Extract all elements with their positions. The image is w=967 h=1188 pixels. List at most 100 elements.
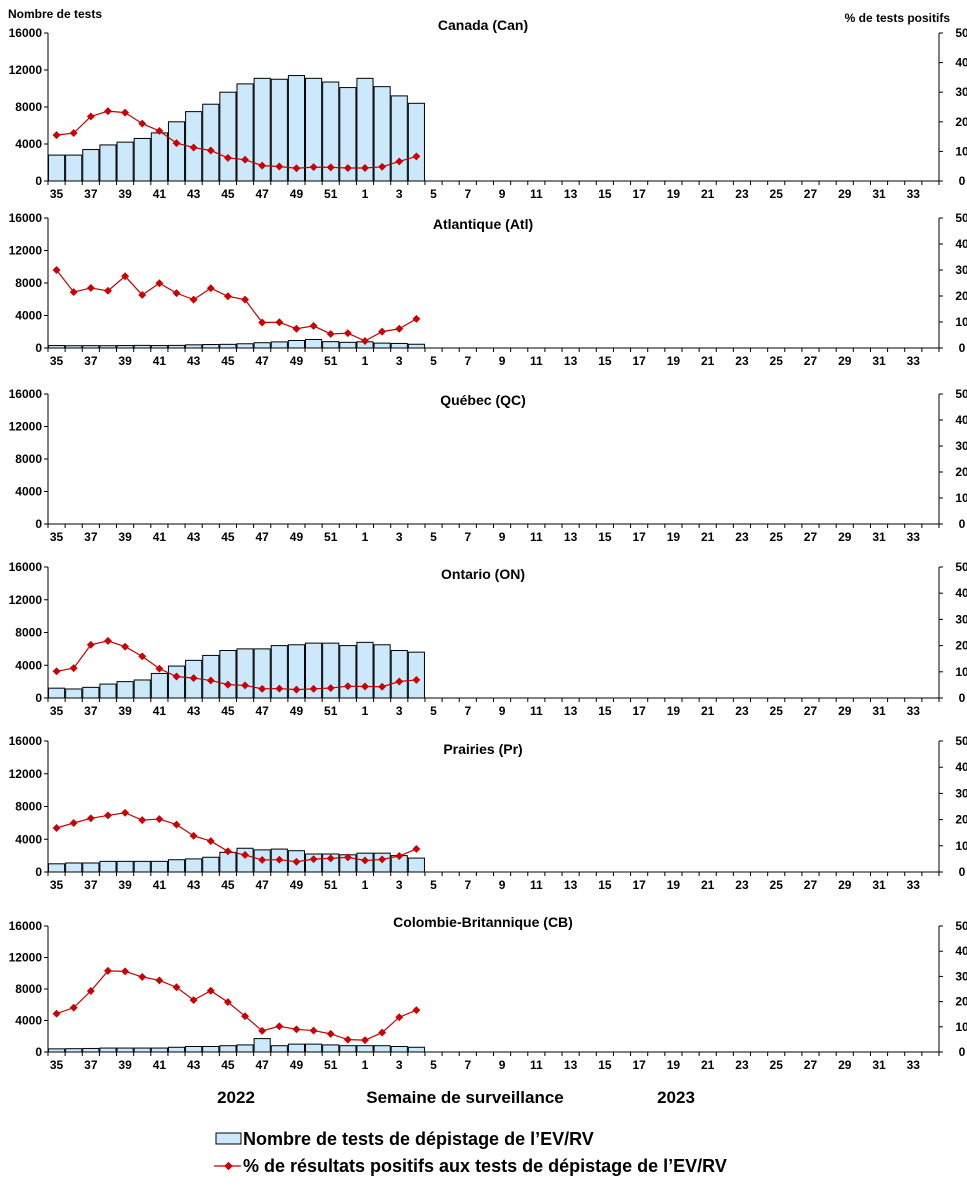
positivity-point — [326, 854, 335, 863]
right-tick-label: 20 — [955, 995, 967, 1009]
panel-title: Prairies (Pr) — [443, 741, 522, 757]
x-tick-label: 7 — [464, 704, 471, 718]
bar — [287, 1043, 306, 1053]
bar — [99, 860, 117, 873]
left-tick-label: 4000 — [15, 832, 42, 846]
right-tick-label: 40 — [955, 413, 967, 427]
right-axis-title: % de tests positifs — [845, 11, 951, 25]
bar — [356, 1045, 374, 1053]
bar — [219, 650, 237, 699]
bar — [167, 121, 186, 182]
x-tick-label: 9 — [499, 878, 506, 892]
left-tick-label: 4000 — [15, 137, 42, 151]
bar — [65, 154, 83, 182]
bar — [219, 91, 237, 182]
left-tick-label: 0 — [35, 517, 42, 531]
positivity-point — [52, 667, 61, 676]
panel-title: Québec (QC) — [440, 392, 526, 408]
positivity-point — [121, 108, 130, 117]
x-tick-label: 21 — [701, 187, 715, 201]
x-tick-label: 11 — [530, 878, 543, 892]
x-tick-label: 25 — [770, 704, 784, 718]
x-tick-label: 41 — [153, 1058, 167, 1072]
panel-3: Ontario (ON) 0 4000 8000 12000 16000 0 10 20 30 40… — [9, 560, 967, 718]
right-tick-label: 30 — [955, 612, 967, 626]
positivity-point — [326, 163, 335, 172]
x-tick-label: 1 — [362, 530, 369, 544]
x-tick-label: 27 — [804, 1058, 818, 1072]
bar — [219, 851, 237, 873]
x-tick-label: 33 — [907, 878, 921, 892]
positivity-point — [258, 684, 267, 693]
right-tick-label: 50 — [955, 734, 967, 748]
bar — [48, 863, 66, 873]
positivity-point — [138, 652, 147, 661]
positivity-point — [138, 816, 147, 825]
panel-2: Québec (QC) 0 4000 8000 12000 16000 0 10 20 30 40 5… — [9, 387, 967, 544]
positivity-point — [189, 143, 198, 152]
x-tick-label: 33 — [907, 530, 921, 544]
bar — [185, 1045, 203, 1053]
x-tick-label: 47 — [256, 704, 270, 718]
x-tick-label: 37 — [84, 530, 98, 544]
x-tick-label: 29 — [838, 354, 852, 368]
bar — [185, 858, 203, 873]
left-tick-label: 12000 — [9, 244, 43, 258]
positivity-point — [189, 996, 198, 1005]
positivity-point — [361, 337, 369, 345]
bar — [133, 860, 151, 873]
x-tick-label: 39 — [118, 530, 132, 544]
left-tick-label: 12000 — [9, 951, 43, 965]
bar — [236, 343, 254, 349]
x-tick-label: 45 — [221, 704, 235, 718]
positivity-point — [69, 1003, 78, 1012]
x-tick-label: 43 — [187, 1058, 201, 1072]
positivity-point — [69, 819, 78, 827]
x-tick-label: 11 — [530, 354, 543, 368]
left-tick-label: 4000 — [15, 1014, 42, 1028]
right-tick-label: 0 — [959, 1045, 966, 1059]
bar — [167, 1046, 186, 1053]
bar — [150, 1047, 168, 1053]
bar — [305, 1043, 323, 1053]
bar — [48, 687, 66, 699]
panel-title: Canada (Can) — [438, 17, 528, 33]
bar — [116, 860, 134, 873]
right-tick-label: 0 — [959, 517, 966, 531]
x-tick-label: 19 — [667, 1058, 681, 1072]
x-tick-label: 39 — [118, 878, 132, 892]
x-tick-label: 43 — [187, 704, 201, 718]
x-tick-label: 23 — [735, 704, 749, 718]
right-tick-label: 30 — [955, 439, 967, 453]
year-2023-label: 2023 — [657, 1088, 695, 1107]
panel-5: Colombie-Britannique (CB) 0 4000 8000 12000 1… — [9, 914, 967, 1072]
x-tick-label: 27 — [804, 878, 818, 892]
x-tick-label: 3 — [396, 187, 403, 201]
bar — [99, 1047, 117, 1053]
x-tick-label: 19 — [667, 704, 681, 718]
bar — [116, 141, 134, 182]
x-tick-label: 51 — [324, 1058, 338, 1072]
x-tick-label: 47 — [256, 187, 270, 201]
bar — [65, 862, 83, 873]
x-tick-label: 49 — [290, 187, 304, 201]
positivity-point — [86, 814, 95, 823]
positivity-point — [343, 682, 352, 691]
left-tick-label: 16000 — [9, 734, 43, 748]
positivity-point — [361, 164, 369, 172]
bar — [116, 681, 134, 699]
right-tick-label: 50 — [955, 211, 967, 225]
bar — [82, 862, 100, 873]
bar — [202, 103, 220, 182]
x-tick-label: 15 — [598, 530, 612, 544]
x-tick-label: 45 — [221, 530, 235, 544]
positivity-point — [326, 684, 335, 692]
x-tick-label: 49 — [290, 354, 304, 368]
x-tick-label: 41 — [153, 530, 167, 544]
bar — [99, 683, 117, 699]
positivity-point — [206, 986, 215, 995]
right-tick-label: 40 — [955, 944, 967, 958]
x-tick-label: 9 — [499, 1058, 506, 1072]
positivity-line — [56, 812, 417, 863]
x-tick-label: 19 — [667, 878, 681, 892]
